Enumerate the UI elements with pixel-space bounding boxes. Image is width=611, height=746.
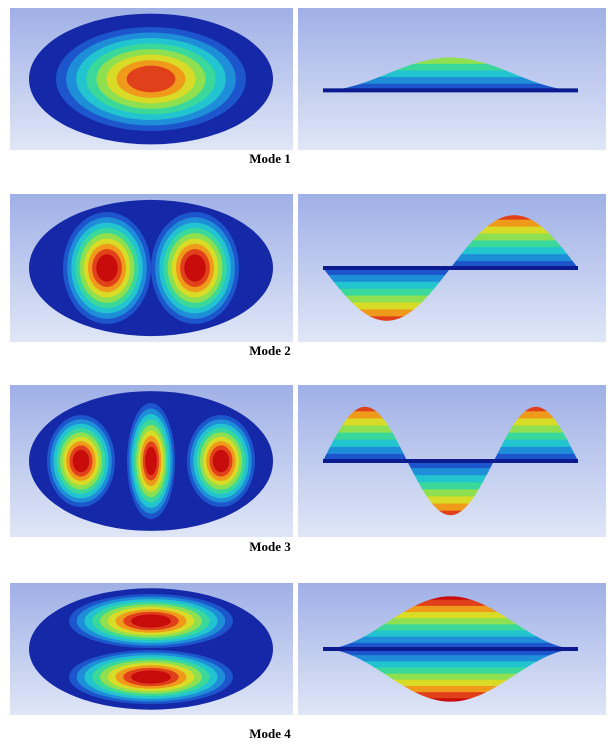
- contour-band: [73, 450, 90, 472]
- contour-band: [96, 254, 118, 281]
- mode-row: Mode 4: [10, 583, 606, 741]
- mode-row: Mode 3: [10, 385, 606, 554]
- caption: Mode 3: [249, 539, 291, 554]
- figure: Mode 1 Mode 2 Mode 3 Mode 4: [0, 0, 611, 746]
- mode-row: Mode 2: [10, 194, 606, 358]
- caption: Mode 1: [249, 151, 291, 166]
- contour-band: [127, 66, 176, 93]
- contour-band: [131, 670, 171, 683]
- plate-edge: [323, 266, 578, 270]
- plate-edge: [323, 459, 578, 463]
- contour-band: [184, 254, 206, 281]
- contour-band: [213, 450, 230, 472]
- caption: Mode 4: [249, 726, 291, 741]
- mode-row: Mode 1: [10, 8, 606, 166]
- caption: Mode 2: [249, 343, 291, 358]
- contour-band: [131, 614, 171, 627]
- contour-band: [145, 447, 157, 475]
- plate-edge: [323, 647, 578, 651]
- plate-edge: [323, 88, 578, 92]
